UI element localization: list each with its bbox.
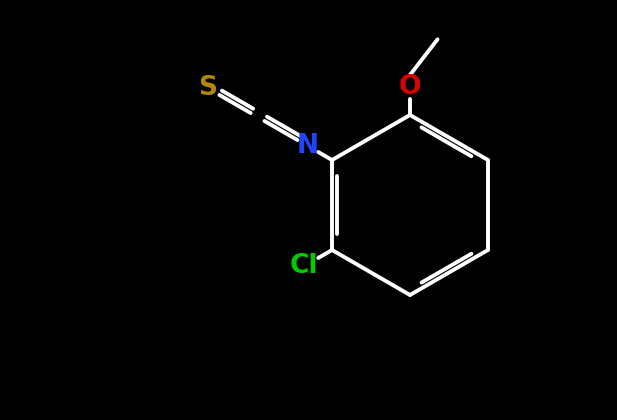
Text: S: S — [198, 75, 217, 101]
Text: N: N — [297, 133, 319, 159]
Text: O: O — [399, 74, 421, 100]
Text: Cl: Cl — [290, 253, 318, 279]
